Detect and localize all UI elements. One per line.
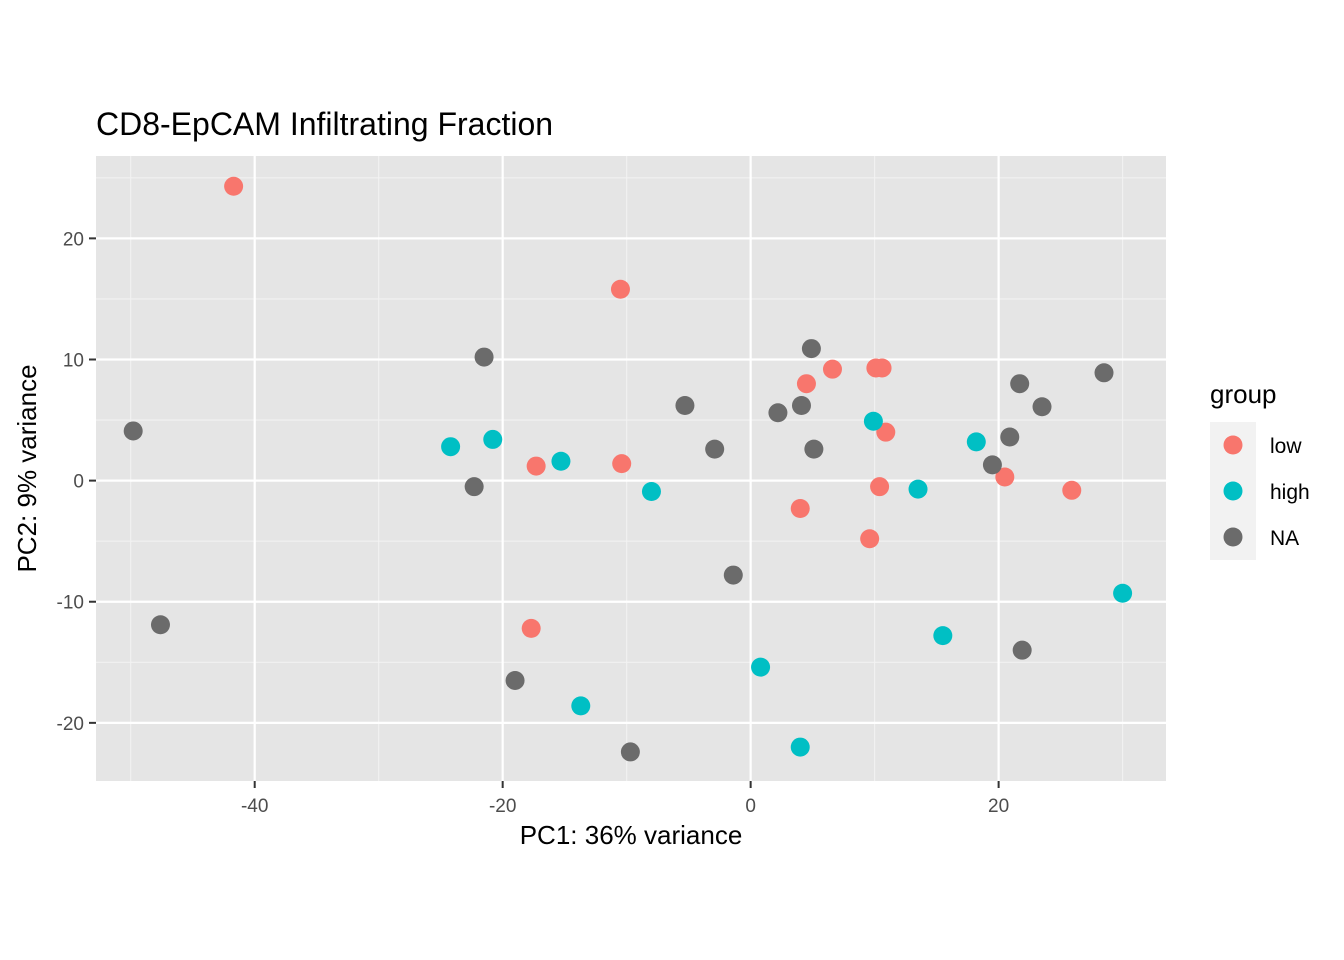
point-na — [150, 615, 170, 635]
point-high — [966, 432, 986, 452]
point-na — [723, 565, 743, 585]
point-high — [908, 479, 928, 499]
series-high — [441, 411, 1133, 757]
point-high — [551, 451, 571, 471]
point-na — [1010, 374, 1030, 394]
point-na — [1000, 427, 1020, 447]
point-na — [464, 477, 484, 497]
point-na — [123, 421, 143, 441]
y-tick-label: 10 — [63, 350, 84, 371]
x-axis: -40 -20 0 20 — [241, 781, 1009, 817]
point-na — [1094, 363, 1114, 383]
point-na — [1032, 397, 1052, 417]
legend-key-low — [1223, 435, 1243, 455]
data-points — [123, 176, 1133, 762]
point-low — [526, 456, 546, 476]
point-high — [933, 626, 953, 646]
point-high — [790, 737, 810, 757]
legend-key-na — [1223, 527, 1243, 547]
point-high — [483, 429, 503, 449]
x-tick-label: -20 — [489, 796, 516, 817]
legend-label-high: high — [1270, 481, 1310, 504]
point-low — [876, 422, 896, 442]
x-tick-label: 0 — [745, 796, 756, 817]
point-na — [705, 439, 725, 459]
point-low — [224, 176, 244, 196]
point-na — [675, 396, 695, 416]
point-na — [768, 403, 788, 423]
point-na — [791, 396, 811, 416]
chart-title: CD8-EpCAM Infiltrating Fraction — [96, 106, 553, 142]
series-low — [224, 176, 1082, 638]
point-low — [872, 358, 892, 378]
x-axis-title: PC1: 36% variance — [520, 820, 743, 850]
point-low — [822, 359, 842, 379]
legend-label-na: NA — [1270, 527, 1299, 550]
point-low — [1062, 480, 1082, 500]
point-low — [612, 454, 632, 474]
point-na — [620, 742, 640, 762]
y-axis-title: PC2: 9% variance — [12, 364, 42, 572]
legend: group low high NA — [1210, 379, 1310, 560]
point-low — [790, 498, 810, 518]
point-na — [474, 347, 494, 367]
point-na — [1012, 640, 1032, 660]
point-na — [505, 670, 525, 690]
point-na — [804, 439, 824, 459]
y-tick-label: -20 — [57, 714, 84, 735]
legend-label-low: low — [1270, 435, 1302, 458]
point-low — [610, 279, 630, 299]
point-high — [751, 657, 771, 677]
y-axis: 20 10 0 -10 -20 — [57, 229, 96, 735]
point-high — [1113, 583, 1133, 603]
point-low — [860, 529, 880, 549]
y-tick-label: -10 — [57, 593, 84, 614]
point-high — [441, 437, 461, 457]
point-na — [982, 455, 1002, 475]
legend-key-high — [1223, 481, 1243, 501]
point-high — [863, 411, 883, 431]
point-low — [521, 618, 541, 638]
series-na — [123, 339, 1114, 762]
x-tick-label: 20 — [988, 796, 1009, 817]
y-tick-label: 0 — [73, 472, 84, 493]
point-high — [571, 696, 591, 716]
y-tick-label: 20 — [63, 229, 84, 250]
point-low — [995, 467, 1015, 487]
point-low — [796, 374, 816, 394]
point-low — [870, 477, 890, 497]
legend-title: group — [1210, 379, 1277, 409]
point-high — [641, 482, 661, 502]
x-tick-label: -40 — [241, 796, 268, 817]
point-na — [801, 339, 821, 359]
